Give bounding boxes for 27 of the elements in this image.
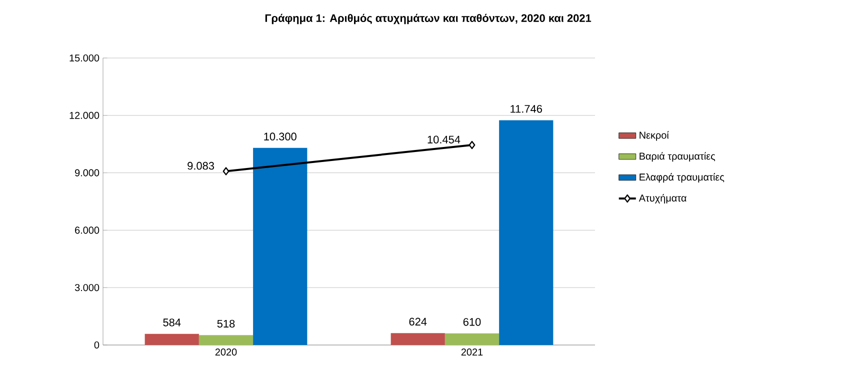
- chart-title: Γράφημα 1: Αριθμός ατυχημάτων και παθόντων, 2020 και 2021: [265, 14, 592, 24]
- y-tick-label: 12.000: [70, 112, 100, 119]
- x-tick-label: 2020: [215, 348, 237, 356]
- bar: [253, 148, 308, 345]
- bar: [390, 333, 445, 345]
- data-label: 9.083: [188, 162, 214, 170]
- y-tick-label: 3.000: [74, 284, 100, 292]
- y-tick-label: 9.000: [75, 169, 100, 176]
- x-tick-label: 2021: [461, 348, 483, 356]
- y-tick-label: 15.000: [70, 54, 100, 62]
- bar: [198, 335, 254, 345]
- data-label: 584: [163, 318, 181, 326]
- data-label: 610: [463, 318, 481, 326]
- y-tick-label: 6.000: [75, 226, 100, 234]
- legend-label: Νεκροί: [640, 131, 669, 141]
- data-label: 10.300: [264, 132, 296, 140]
- bar: [444, 333, 500, 345]
- y-tick-label: 0: [94, 341, 100, 349]
- data-label: 518: [217, 320, 235, 328]
- bar: [499, 120, 554, 345]
- data-label: 10.454: [428, 136, 460, 144]
- data-label: 11.746: [510, 105, 542, 113]
- legend-label: Ελαφρά τραυματίες: [640, 173, 724, 183]
- data-label: 624: [409, 318, 427, 326]
- legend-label: Ατυχήματα: [638, 194, 686, 204]
- bar: [144, 334, 199, 345]
- legend-label: Βαριά τραυματίες: [640, 152, 716, 162]
